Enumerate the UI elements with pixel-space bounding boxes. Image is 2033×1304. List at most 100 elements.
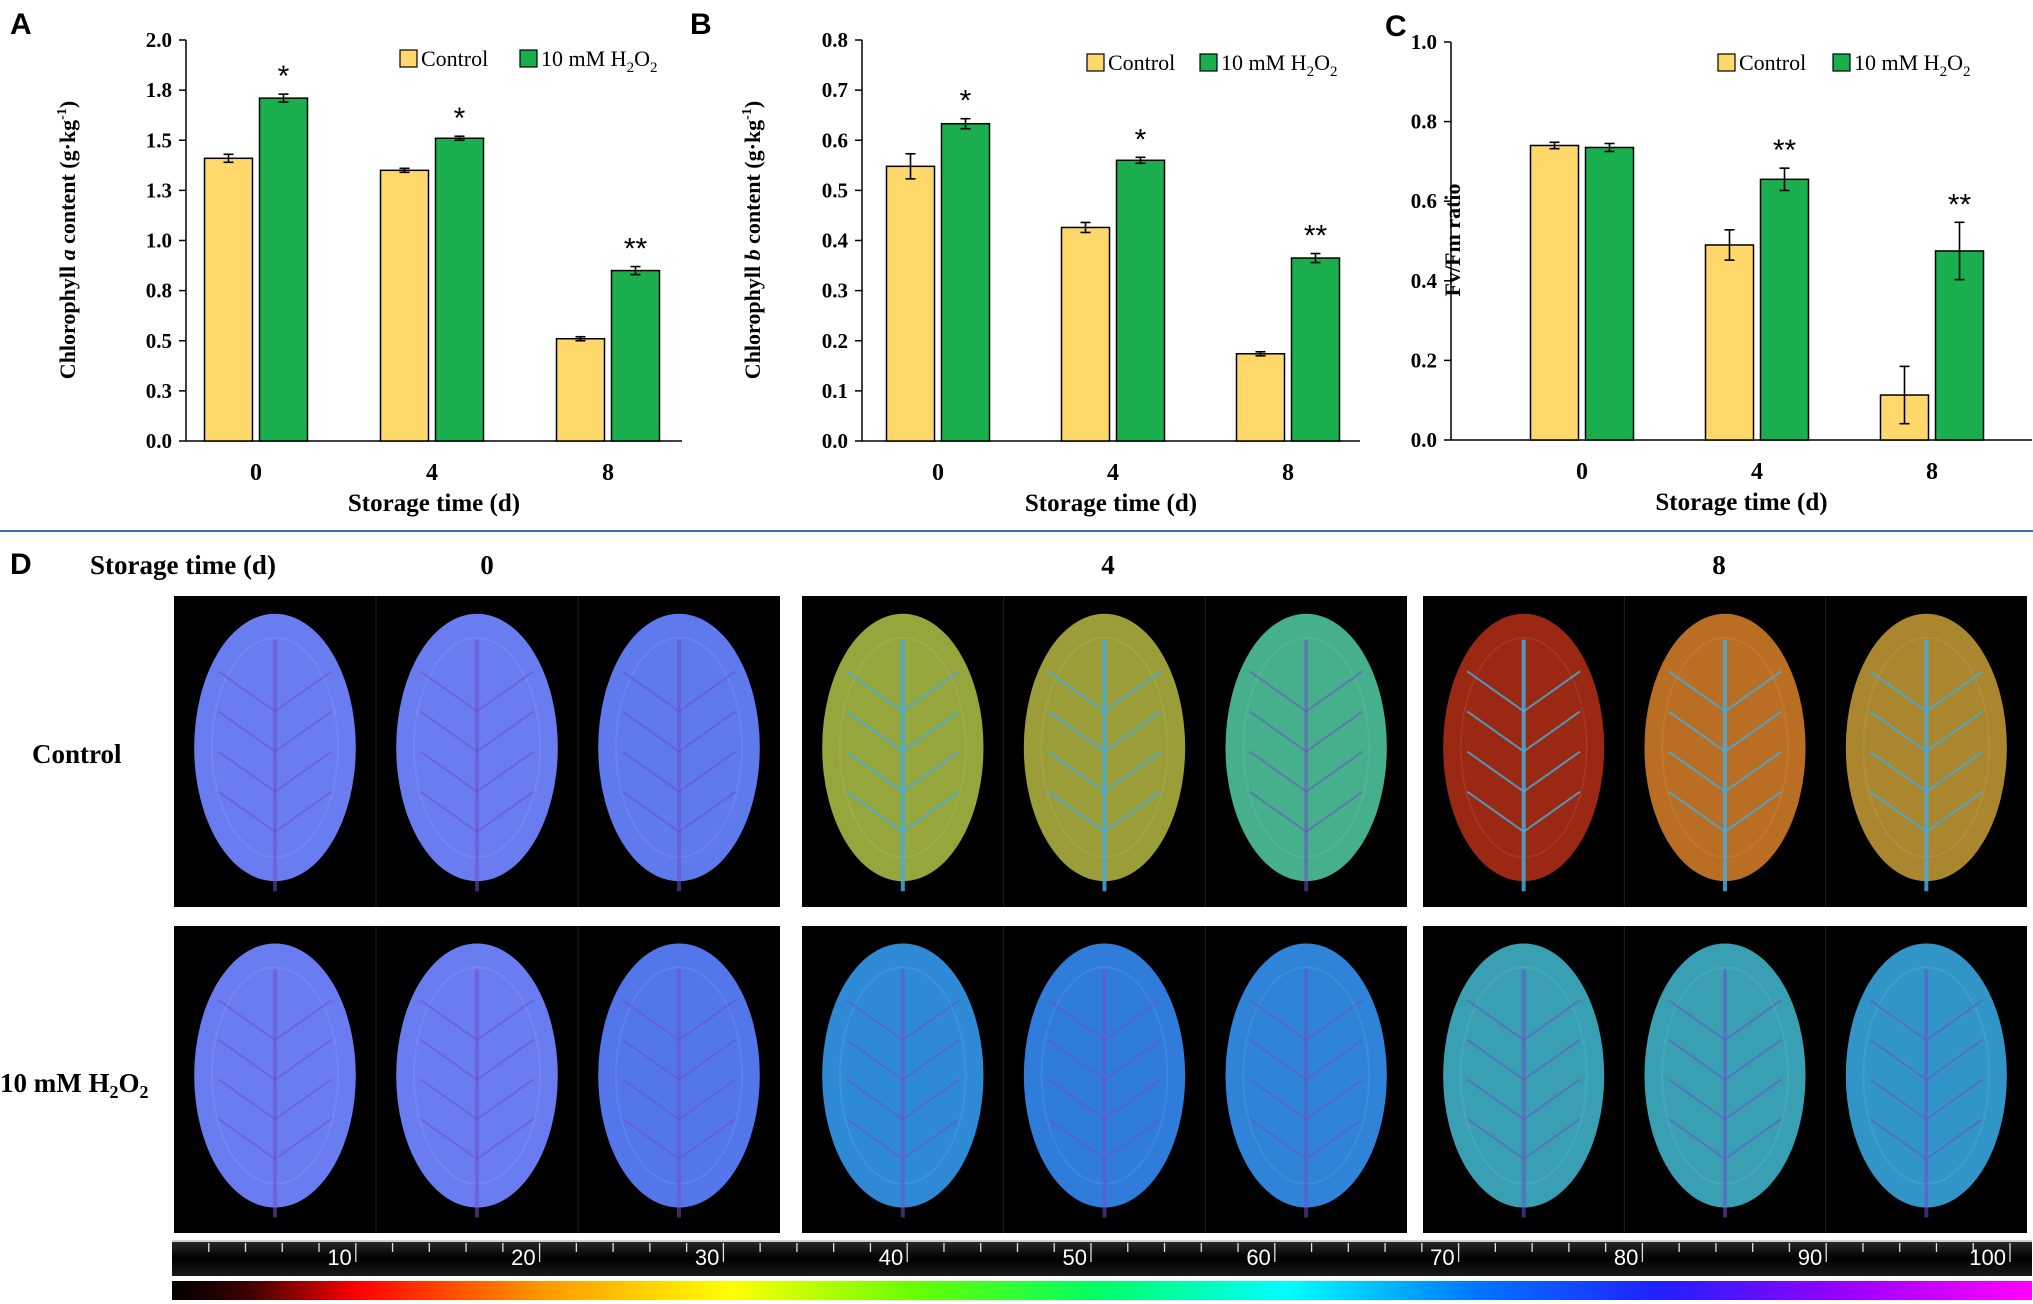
y-tick-label: 0.4 xyxy=(1411,269,1438,293)
y-axis-label: Fv/Fm ratio xyxy=(1440,183,1465,296)
colorbar-track xyxy=(172,1241,2032,1276)
y-tick-label: 0.5 xyxy=(146,329,172,353)
legend-swatch xyxy=(519,49,538,68)
leaf-h2o2-day-8-1 xyxy=(1443,943,1605,1218)
error-bar xyxy=(1899,365,1910,425)
colorbar-tick-label: 30 xyxy=(695,1245,719,1270)
bar-control-day-4 xyxy=(1060,226,1111,442)
y-tick-label: 0.6 xyxy=(822,128,848,152)
legend-entry: 10 mM H2O2 xyxy=(541,46,657,76)
significance-marker: * xyxy=(1135,123,1147,156)
significance-marker: ** xyxy=(1304,220,1328,253)
leaf-control-day-4-2 xyxy=(1023,613,1186,892)
leaf-control-day-0-2 xyxy=(396,613,558,892)
bar-control-day-8 xyxy=(1235,353,1286,442)
leaf-control-day-4-3 xyxy=(1225,613,1387,892)
legend-entry: Control xyxy=(1739,50,1806,75)
colorbar-tick-label: 80 xyxy=(1614,1245,1638,1270)
error-bar xyxy=(454,135,465,142)
x-tick-label: 0 xyxy=(250,460,262,486)
x-axis-label: Storage time (d) xyxy=(1025,490,1197,517)
x-axis-label: Storage time (d) xyxy=(348,490,520,517)
leaf-h2o2-day-8-2 xyxy=(1644,943,1806,1218)
y-tick-label: 0.3 xyxy=(822,279,848,303)
colorbar-tick-label: 10 xyxy=(327,1245,351,1270)
significance-marker: * xyxy=(960,85,972,118)
bar-h2o2-day-4 xyxy=(1759,178,1810,441)
legend: Control 10 mM H2O2 xyxy=(1086,50,1337,80)
y-tick-label: 0.0 xyxy=(146,429,172,453)
leaf-h2o2-day-0-3 xyxy=(598,943,760,1218)
y-tick-label: 2.0 xyxy=(146,28,172,52)
legend-swatch xyxy=(1832,53,1851,72)
colorbar-tick-label: 50 xyxy=(1063,1245,1087,1270)
y-tick-label: 1.3 xyxy=(146,178,172,202)
colorbar-tick-label: 40 xyxy=(879,1245,903,1270)
error-bar xyxy=(278,93,289,103)
chart-fv-fm-ratio: C 0.0 0.2 0.4 0.6 0.8 1.0 Fv/Fm ratio 0 4 8 Storage… xyxy=(1385,10,2032,516)
error-bar xyxy=(630,265,641,276)
y-tick-label: 0.0 xyxy=(1411,428,1437,452)
y-axis-label: Chlorophyll b content (g·kg-1) xyxy=(740,101,765,379)
error-bar xyxy=(223,153,234,164)
bar-control-day-0 xyxy=(1529,144,1580,441)
legend-entry: Control xyxy=(421,46,488,71)
bar-h2o2-day-0 xyxy=(940,122,991,442)
y-tick-label: 0.5 xyxy=(822,178,848,202)
y-tick-label: 1.5 xyxy=(146,128,172,152)
x-tick-label: 0 xyxy=(932,460,944,486)
leaf-control-day-0-1 xyxy=(194,613,356,892)
legend-swatch xyxy=(1086,53,1105,72)
colorbar-tick-label: 70 xyxy=(1430,1245,1454,1270)
bar-h2o2-day-0 xyxy=(258,97,309,442)
x-tick-label: 4 xyxy=(1107,460,1119,486)
x-tick-label: 4 xyxy=(426,460,438,486)
bar-h2o2-day-8 xyxy=(610,269,661,442)
y-tick-label: 0.2 xyxy=(822,329,848,353)
day-label-8: 8 xyxy=(1712,550,1726,580)
y-axis-label: Chlorophyll a content (g·kg-1) xyxy=(55,101,80,379)
bar-h2o2-day-8 xyxy=(1290,257,1341,442)
chart-chlorophyll-a: A 0.0 0.3 0.5 0.8 1.0 1.3 1.5 1.8 2.0 Chlorophyll … xyxy=(10,8,682,517)
colorbar-tick-label: 90 xyxy=(1798,1245,1822,1270)
panel-letter-b: B xyxy=(690,8,712,41)
legend: Control 10 mM H2O2 xyxy=(399,46,657,76)
y-tick-label: 0.8 xyxy=(822,28,848,52)
storage-time-label: Storage time (d) xyxy=(90,550,276,580)
legend: Control 10 mM H2O2 xyxy=(1717,50,1970,80)
colorbar-tick-label: 20 xyxy=(511,1245,535,1270)
colorbar-tick-label: 100 xyxy=(1969,1245,2006,1270)
bar-h2o2-day-0 xyxy=(1584,146,1635,441)
y-tick-label: 0.1 xyxy=(822,379,848,403)
y-tick-label: 0.8 xyxy=(146,279,172,303)
panel-letter-a: A xyxy=(10,8,32,41)
bar-control-day-0 xyxy=(203,157,254,442)
leaf-h2o2-day-4-3 xyxy=(1225,943,1387,1218)
leaf-h2o2-day-4-1 xyxy=(822,943,984,1218)
error-bar xyxy=(399,167,410,174)
leaf-control-day-8-2 xyxy=(1644,613,1806,892)
leaf-h2o2-day-8-3 xyxy=(1845,943,2007,1218)
y-tick-label: 0.0 xyxy=(822,429,848,453)
panel-d-fluorescence-images: D Storage time (d) 0 4 8 Control 10 mM H… xyxy=(0,548,2032,1300)
leaf-control-day-4-1 xyxy=(822,613,984,892)
colorbar: 10 20 30 40 50 60 70 80 90 100 xyxy=(172,1240,2032,1300)
bar-control-day-0 xyxy=(885,165,936,442)
day-label-0: 0 xyxy=(480,550,494,580)
bar-control-day-4 xyxy=(1704,244,1755,441)
error-bar xyxy=(1724,229,1735,261)
colorbar-gradient xyxy=(172,1281,2032,1300)
x-tick-label: 8 xyxy=(602,460,614,486)
panel-letter-c: C xyxy=(1385,10,1407,43)
error-bar xyxy=(960,117,971,130)
bar-control-day-8 xyxy=(555,337,606,442)
error-bar xyxy=(1135,156,1146,165)
significance-marker: * xyxy=(278,60,290,93)
legend-swatch xyxy=(1717,53,1736,72)
y-tick-label: 0.6 xyxy=(1411,189,1437,213)
y-tick-label: 1.0 xyxy=(1411,30,1437,54)
error-bar xyxy=(1080,221,1091,234)
legend-swatch xyxy=(399,49,418,68)
significance-marker: ** xyxy=(1948,188,1972,221)
error-bar xyxy=(1310,252,1321,264)
